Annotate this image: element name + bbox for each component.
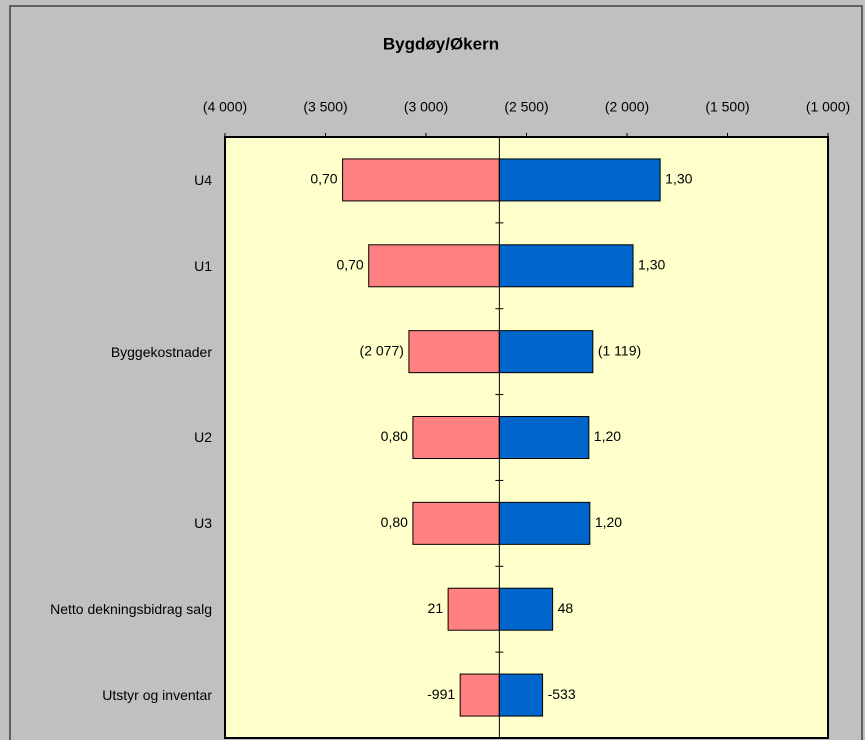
x-tick-label: (3 000): [404, 99, 448, 115]
x-tick-label: (1 000): [806, 99, 850, 115]
data-label: 21: [428, 600, 444, 616]
bar: [498, 244, 634, 288]
category-label: Byggekostnader: [110, 343, 212, 360]
category-label: U1: [194, 257, 212, 274]
bar: [498, 673, 544, 717]
data-label: 0,80: [381, 514, 408, 530]
data-label: 1,20: [594, 428, 621, 444]
data-label: (1 119): [598, 342, 641, 358]
data-label: 1,30: [665, 171, 692, 187]
bar: [459, 673, 500, 717]
chart-title: Bygdøy/Økern: [383, 34, 499, 53]
category-label-box: Byggekostnader: [0, 309, 212, 395]
bar: [498, 158, 661, 202]
data-label: (2 077): [360, 342, 404, 358]
bar: [498, 501, 591, 545]
category-label-box: U2: [0, 395, 212, 481]
x-tick-label: (1 500): [705, 99, 749, 115]
data-label: 1,20: [595, 514, 622, 530]
x-tick-label: (2 500): [504, 99, 548, 115]
x-tick-label: (3 500): [303, 99, 347, 115]
data-label: 1,30: [638, 256, 665, 272]
data-label: -991: [427, 686, 455, 702]
bar: [447, 587, 500, 631]
category-label: U4: [194, 171, 212, 188]
category-label-box: U4: [0, 137, 212, 223]
data-label: 48: [558, 600, 574, 616]
x-tick-label: (2 000): [605, 99, 649, 115]
data-label: 0,70: [310, 171, 337, 187]
category-label-box: Netto dekningsbidrag salg: [0, 566, 212, 652]
bar: [498, 330, 594, 374]
x-tick-label: (4 000): [203, 99, 247, 115]
category-label-box: Utstyr og inventar: [0, 652, 212, 738]
data-label: -533: [548, 686, 576, 702]
bar: [412, 501, 500, 545]
data-label: 0,70: [336, 256, 363, 272]
category-label: U3: [194, 515, 212, 532]
bar: [498, 416, 590, 459]
data-label: 0,80: [381, 428, 408, 444]
bar: [498, 587, 554, 631]
category-label-box: U1: [0, 223, 212, 309]
category-label-box: U3: [0, 480, 212, 566]
bar: [412, 416, 500, 459]
category-label: Netto dekningsbidrag salg: [50, 601, 212, 618]
bar: [368, 244, 500, 288]
category-label: Utstyr og inventar: [102, 687, 212, 704]
bar: [408, 330, 500, 374]
category-label: U2: [194, 429, 212, 446]
bar: [342, 158, 500, 202]
